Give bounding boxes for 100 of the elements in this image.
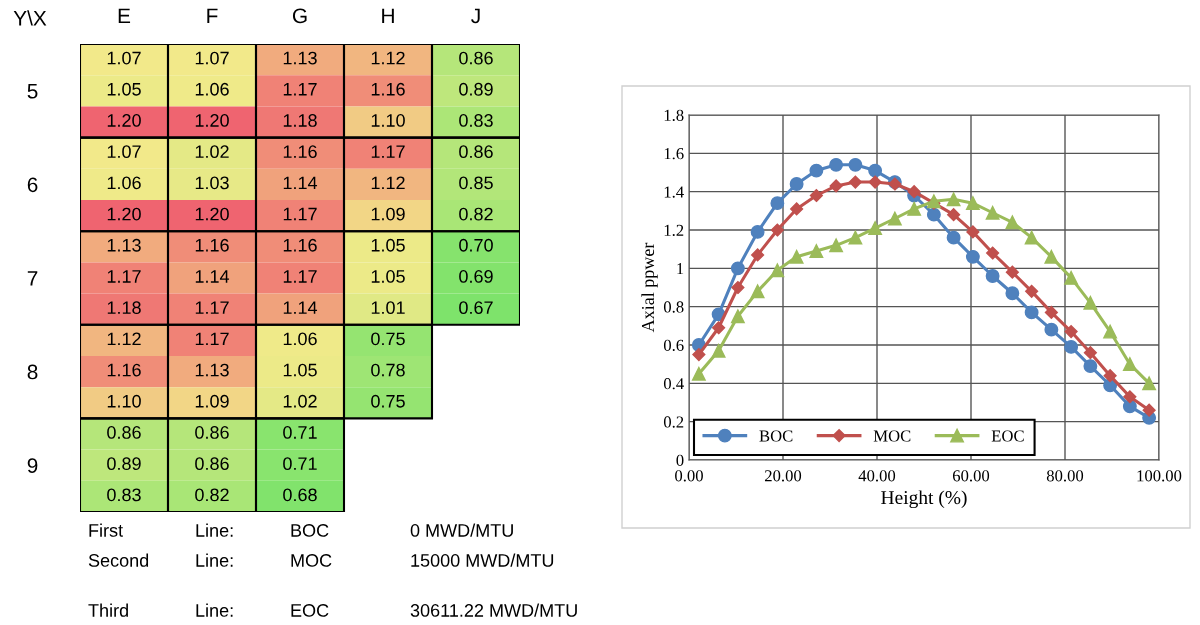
y-tick-label: 0.6 [663, 339, 684, 352]
point [907, 201, 922, 216]
data-label: 1.05 [371, 270, 405, 283]
data-label: 1.13 [195, 363, 229, 377]
text: EOC [291, 604, 329, 617]
data-label: 1.14 [283, 301, 318, 314]
point [907, 185, 921, 199]
point [1083, 346, 1097, 360]
data-label: 1.16 [195, 238, 229, 252]
text: Second [88, 553, 149, 567]
point [965, 249, 980, 264]
data-label: 1.20 [195, 207, 229, 221]
point [1005, 265, 1019, 279]
point [1083, 295, 1098, 310]
legend-label: EOC [991, 430, 1024, 442]
x-tick-label: 40.00 [858, 470, 896, 482]
data-label: 1.06 [107, 176, 141, 190]
data-label: 0.89 [107, 457, 141, 471]
point [1044, 322, 1059, 337]
y-tick-label: 1.2 [664, 224, 684, 237]
legend-label: BOC [759, 430, 793, 442]
data-label: 0.68 [283, 488, 317, 502]
point [1005, 286, 1020, 301]
point [868, 175, 882, 189]
data-label: 1.03 [195, 176, 229, 190]
x-tick-label: 0.00 [675, 470, 703, 482]
point [691, 366, 706, 381]
y-tick-label: 0 [676, 454, 684, 466]
data-label: 1.20 [195, 114, 229, 127]
point [809, 244, 824, 259]
y-tick-label: 0.2 [663, 416, 684, 428]
point [829, 157, 844, 172]
data-label: 1.16 [107, 363, 141, 377]
point [730, 261, 745, 276]
data-label: 1.01 [371, 301, 405, 315]
y-tick-label: 0.8 [663, 301, 684, 313]
point [770, 263, 785, 278]
data-label: 1.20 [107, 207, 141, 221]
point [926, 207, 941, 222]
point [985, 269, 1000, 283]
point [809, 163, 824, 178]
point [770, 223, 784, 237]
x-tick-label: 60.00 [952, 470, 990, 482]
point [946, 230, 961, 245]
data-label: 1.17 [195, 301, 229, 314]
text: First [89, 523, 123, 537]
point [770, 196, 785, 211]
data-label: 1.17 [371, 145, 405, 158]
data-label: 0.82 [459, 207, 493, 221]
data-label: 0.78 [371, 363, 405, 377]
data-label: 1.02 [283, 394, 317, 408]
point [750, 224, 765, 239]
point [730, 309, 745, 324]
data-label: 1.12 [107, 332, 141, 346]
text: 30611.22 MWD/MTU [410, 603, 577, 617]
data-label: 1.06 [195, 82, 229, 96]
point [848, 175, 862, 189]
point [965, 196, 980, 211]
data-label: 0.83 [459, 114, 493, 127]
data-label: 1.07 [107, 51, 141, 65]
data-label: 1.09 [371, 207, 405, 221]
y-tick-label: 1.4 [664, 186, 684, 198]
x-tick-label: 100.00 [1137, 470, 1182, 482]
point [1142, 403, 1156, 417]
point [966, 225, 980, 239]
point [1103, 369, 1117, 383]
point [868, 221, 883, 236]
data-label: 1.18 [283, 114, 317, 127]
x-tick-label: F [207, 8, 218, 24]
data-label: 1.07 [107, 145, 141, 159]
data-label: 0.86 [195, 457, 229, 471]
text: Third [88, 603, 128, 617]
point [711, 343, 726, 358]
data-label: 1.05 [107, 82, 141, 96]
y-tick-label: 1.8 [664, 109, 684, 122]
data-label: 1.17 [283, 207, 317, 221]
data-label: 1.17 [107, 270, 141, 283]
data-label: 1.20 [107, 114, 141, 127]
point [887, 211, 902, 226]
point [1123, 390, 1137, 404]
point [790, 202, 804, 216]
y-tick-label: 9 [27, 458, 38, 473]
point [1044, 249, 1059, 264]
point [946, 192, 961, 207]
point [986, 246, 1000, 260]
point [1064, 324, 1078, 339]
data-label: 0.86 [107, 426, 141, 439]
data-label: 0.86 [459, 51, 493, 65]
y-tick-label: 8 [27, 364, 38, 380]
point [848, 157, 863, 172]
point [1083, 359, 1098, 374]
y-axis-title: Axial ppwer [641, 242, 658, 333]
x-tick-label: H [382, 8, 394, 24]
point [1064, 339, 1079, 354]
y-tick-label: 0.4 [663, 378, 684, 390]
text: Line: [196, 603, 233, 617]
point [731, 280, 745, 295]
x-axis-title: Height (%) [881, 490, 967, 509]
point [751, 248, 765, 262]
point [1122, 357, 1137, 372]
